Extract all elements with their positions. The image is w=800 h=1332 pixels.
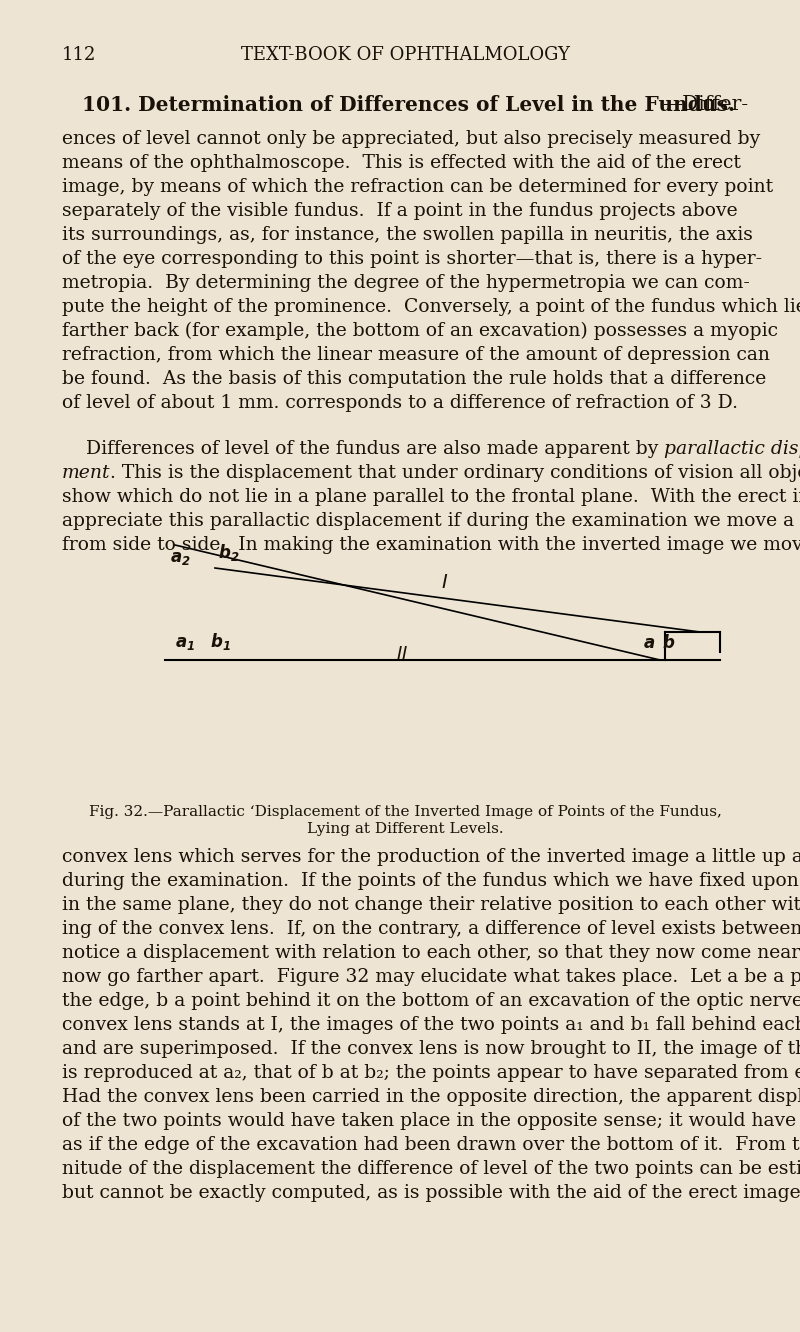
Text: from side to side.  In making the examination with the inverted image we move th: from side to side. In making the examina… (62, 535, 800, 554)
Text: of the eye corresponding to this point is shorter—that is, there is a hyper-: of the eye corresponding to this point i… (62, 250, 762, 268)
Text: now go farther apart.  Figure 32 may elucidate what takes place.  Let a be a poi: now go farther apart. Figure 32 may eluc… (62, 968, 800, 986)
Text: farther back (for example, the bottom of an excavation) possesses a myopic: farther back (for example, the bottom of… (62, 322, 778, 340)
Text: $\bfit{a}$: $\bfit{a}$ (643, 635, 655, 651)
Text: pute the height of the prominence.  Conversely, a point of the fundus which lies: pute the height of the prominence. Conve… (62, 298, 800, 316)
Text: 101. Determination of Differences of Level in the Fundus.: 101. Determination of Differences of Lev… (82, 95, 735, 115)
Text: ing of the convex lens.  If, on the contrary, a difference of level exists betwe: ing of the convex lens. If, on the contr… (62, 920, 800, 938)
Text: of level of about 1 mm. corresponds to a difference of refraction of 3 D.: of level of about 1 mm. corresponds to a… (62, 394, 738, 412)
Text: 112: 112 (62, 47, 96, 64)
Text: ences of level cannot only be appreciated, but also precisely measured by: ences of level cannot only be appreciate… (62, 131, 760, 148)
Text: TEXT-BOOK OF OPHTHALMOLOGY: TEXT-BOOK OF OPHTHALMOLOGY (241, 47, 570, 64)
Text: parallactic displace-: parallactic displace- (664, 440, 800, 458)
Text: $\bfit{a}_1$: $\bfit{a}_1$ (175, 635, 195, 651)
Text: nitude of the displacement the difference of level of the two points can be esti: nitude of the displacement the differenc… (62, 1160, 800, 1177)
Text: during the examination.  If the points of the fundus which we have fixed upon li: during the examination. If the points of… (62, 872, 800, 890)
Text: show which do not lie in a plane parallel to the frontal plane.  With the erect : show which do not lie in a plane paralle… (62, 488, 800, 506)
Text: but cannot be exactly computed, as is possible with the aid of the erect image.: but cannot be exactly computed, as is po… (62, 1184, 800, 1201)
Text: Lying at Different Levels.: Lying at Different Levels. (306, 822, 503, 836)
Text: Had the convex lens been carried in the opposite direction, the apparent displac: Had the convex lens been carried in the … (62, 1088, 800, 1106)
Text: and are superimposed.  If the convex lens is now brought to II, the image of the: and are superimposed. If the convex lens… (62, 1040, 800, 1058)
Text: $\bfit{b}_2$: $\bfit{b}_2$ (218, 542, 239, 563)
Text: Fig. 32.—Parallactic ‘Displacement of the Inverted Image of Points of the Fundus: Fig. 32.—Parallactic ‘Displacement of th… (89, 805, 722, 819)
Text: convex lens stands at I, the images of the two points a₁ and b₁ fall behind each: convex lens stands at I, the images of t… (62, 1016, 800, 1034)
Text: $\bfit{b}$: $\bfit{b}$ (662, 634, 675, 651)
Text: $\bfit{a}_2$: $\bfit{a}_2$ (170, 550, 191, 567)
Text: $\mathit{II}$: $\mathit{II}$ (396, 645, 408, 663)
Text: means of the ophthalmoscope.  This is effected with the aid of the erect: means of the ophthalmoscope. This is eff… (62, 155, 741, 172)
Text: . This is the displacement that under ordinary conditions of vision all objects: . This is the displacement that under or… (110, 464, 800, 482)
Text: appreciate this parallactic displacement if during the examination we move a lit: appreciate this parallactic displacement… (62, 511, 800, 530)
Text: $\bfit{b}_1$: $\bfit{b}_1$ (210, 631, 230, 651)
Text: Differences of level of the fundus are also made apparent by: Differences of level of the fundus are a… (62, 440, 664, 458)
Text: its surroundings, as, for instance, the swollen papilla in neuritis, the axis: its surroundings, as, for instance, the … (62, 226, 753, 244)
Text: refraction, from which the linear measure of the amount of depression can: refraction, from which the linear measur… (62, 346, 770, 364)
Text: —Differ-: —Differ- (662, 95, 748, 115)
Text: is reproduced at a₂, that of b at b₂; the points appear to have separated from e: is reproduced at a₂, that of b at b₂; th… (62, 1064, 800, 1082)
Text: separately of the visible fundus.  If a point in the fundus projects above: separately of the visible fundus. If a p… (62, 202, 738, 220)
Text: metropia.  By determining the degree of the hypermetropia we can com-: metropia. By determining the degree of t… (62, 274, 750, 292)
Text: ment: ment (62, 464, 110, 482)
Text: the edge, b a point behind it on the bottom of an excavation of the optic nerve.: the edge, b a point behind it on the bot… (62, 992, 800, 1010)
Text: be found.  As the basis of this computation the rule holds that a difference: be found. As the basis of this computati… (62, 370, 766, 388)
Text: $\mathit{I}$: $\mathit{I}$ (442, 574, 449, 591)
Text: notice a displacement with relation to each other, so that they now come nearer : notice a displacement with relation to e… (62, 944, 800, 962)
Text: in the same plane, they do not change their relative position to each other with: in the same plane, they do not change th… (62, 896, 800, 914)
Text: convex lens which serves for the production of the inverted image a little up an: convex lens which serves for the product… (62, 848, 800, 866)
Text: of the two points would have taken place in the opposite sense; it would have lo: of the two points would have taken place… (62, 1112, 800, 1130)
Text: as if the edge of the excavation had been drawn over the bottom of it.  From the: as if the edge of the excavation had bee… (62, 1136, 800, 1154)
Text: image, by means of which the refraction can be determined for every point: image, by means of which the refraction … (62, 178, 773, 196)
